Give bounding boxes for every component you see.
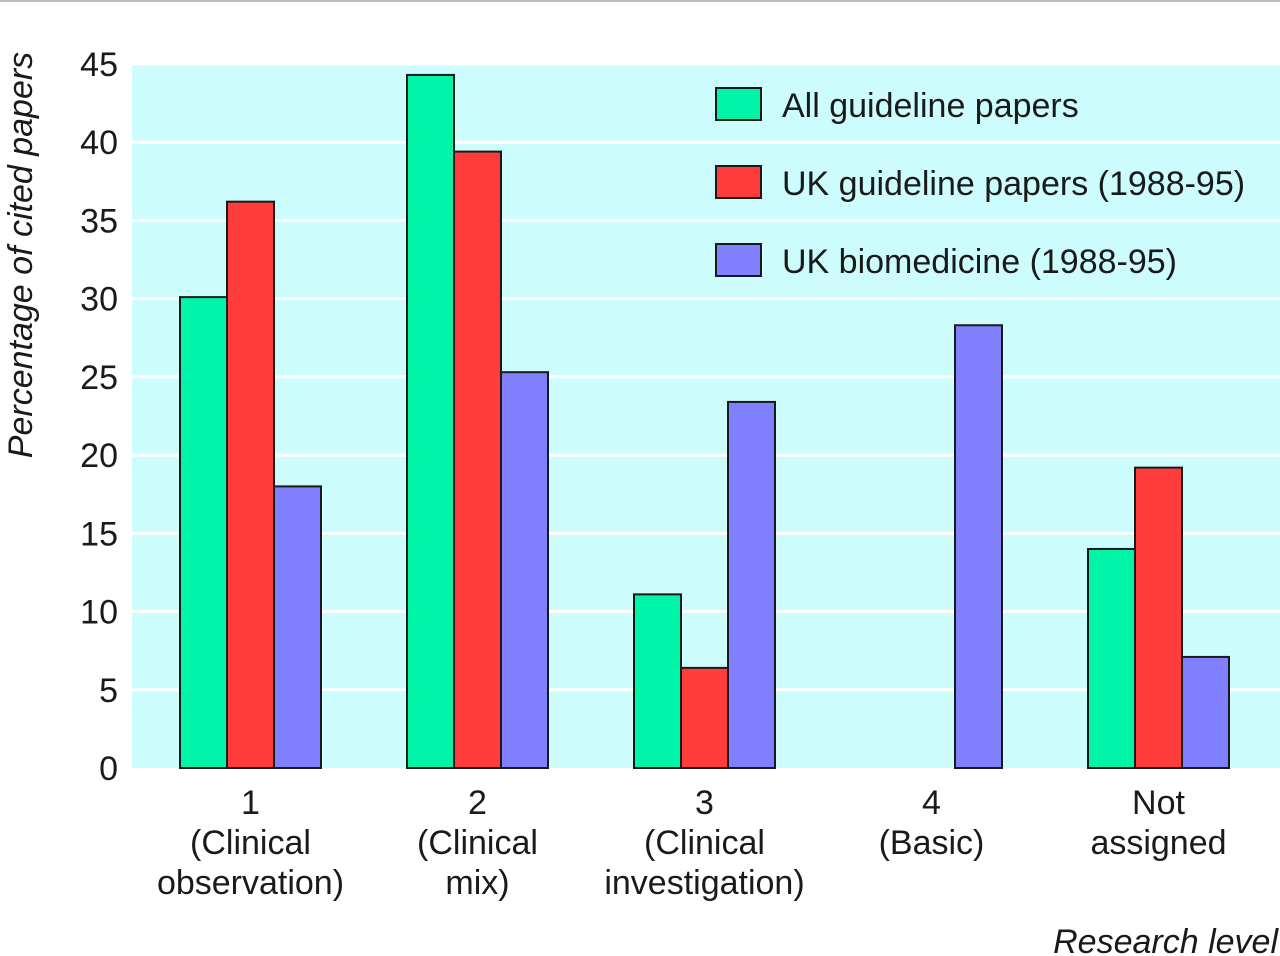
y-tick-label: 0 (99, 750, 118, 788)
legend-swatch (715, 165, 762, 199)
legend-label: UK guideline papers (1988-95) (782, 165, 1245, 203)
bar (500, 371, 549, 769)
y-tick-label: 40 (80, 124, 118, 162)
x-tick-label: 3 (Clinical investigation) (604, 784, 804, 902)
bar (1134, 466, 1183, 769)
y-tick-label: 25 (80, 359, 118, 397)
y-tick-label: 20 (80, 437, 118, 475)
bar (226, 200, 275, 770)
x-tick-label: 1 (Clinical observation) (157, 784, 344, 902)
bar (633, 593, 682, 770)
y-tick-label: 10 (80, 594, 118, 632)
bar (680, 666, 729, 769)
x-axis-title: Research level (1053, 923, 1279, 956)
y-axis-title: Percentage of cited papers (2, 52, 40, 458)
bars (179, 73, 1230, 770)
legend-label: UK biomedicine (1988-95) (782, 243, 1177, 281)
bar (453, 150, 502, 769)
x-tick-label: Not assigned (1090, 784, 1226, 862)
y-tick-label: 45 (80, 46, 118, 84)
legend-swatch (715, 243, 762, 277)
x-axis-category-labels: 1 (Clinical observation) 2 (Clinical mix) 3 (Cl… (157, 784, 1227, 902)
bar (954, 324, 1003, 769)
bar (179, 296, 228, 769)
x-tick-label: 4 (Basic) (879, 784, 985, 862)
bar (406, 73, 455, 769)
y-tick-label: 30 (80, 281, 118, 319)
y-tick-label: 15 (80, 515, 118, 553)
y-tick-label: 5 (99, 672, 118, 710)
x-tick-label: 2 (Clinical mix) (417, 784, 538, 902)
y-axis-tick-labels: 0 5 10 15 20 25 30 35 40 45 (80, 46, 118, 788)
bar (727, 400, 776, 769)
legend: All guideline papers UK guideline papers … (715, 87, 1245, 281)
bar (273, 485, 322, 769)
legend-label: All guideline papers (782, 87, 1079, 125)
y-tick-label: 35 (80, 202, 118, 240)
legend-swatch (715, 87, 762, 121)
bar (1181, 655, 1230, 769)
bar (1087, 547, 1136, 769)
